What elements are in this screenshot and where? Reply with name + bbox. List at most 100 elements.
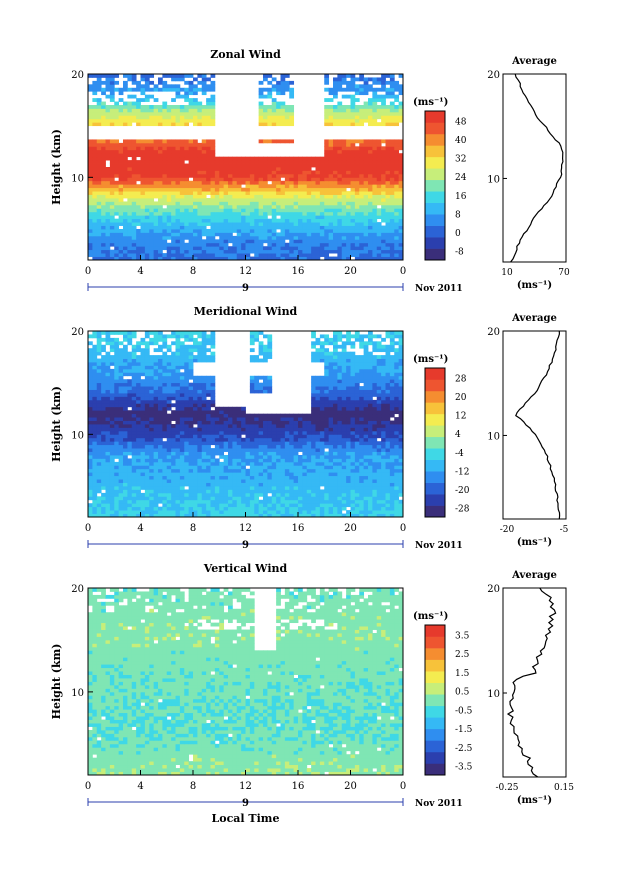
heatmap-cell	[293, 177, 299, 182]
heatmap-cell	[210, 163, 216, 168]
heatmap-cell	[158, 492, 163, 497]
heatmap-cell	[341, 506, 347, 511]
heatmap-cell	[171, 115, 176, 120]
heatmap-cell	[101, 115, 106, 120]
heatmap-cell	[153, 170, 159, 175]
heatmap-cell	[368, 482, 373, 487]
heatmap-cell	[398, 108, 404, 113]
heatmap-cell	[350, 156, 356, 161]
heatmap-cell	[101, 163, 106, 168]
heatmap-cell	[232, 191, 238, 195]
colorbar-tick-label: 16	[455, 192, 467, 202]
colorbar-segment	[425, 122, 445, 135]
heatmap-cell	[123, 167, 128, 171]
x-tick-label: 0	[85, 266, 91, 277]
heatmap-cell	[144, 448, 150, 452]
heatmap-cell	[88, 489, 93, 494]
heatmap-cell	[337, 235, 343, 240]
heatmap-cell	[166, 191, 172, 195]
heatmap-cell	[359, 455, 365, 459]
heatmap-cell	[280, 122, 286, 127]
heatmap-cell	[249, 173, 255, 178]
heatmap-cell	[324, 163, 330, 168]
heatmap-cell	[101, 211, 106, 216]
heatmap-cell	[179, 201, 185, 206]
heatmap-cell	[381, 461, 386, 466]
heatmap-cell	[306, 486, 312, 490]
heatmap-cell	[144, 253, 150, 257]
heatmap-cell	[263, 184, 268, 189]
heatmap-cell	[153, 496, 159, 501]
heatmap-cell	[210, 74, 216, 78]
heatmap-cell	[166, 229, 172, 233]
heatmap-cell	[223, 187, 229, 192]
heatmap-cell	[346, 198, 351, 202]
heatmap-cell	[88, 204, 93, 209]
heatmap-cell	[144, 492, 150, 497]
heatmap-cell	[381, 492, 386, 497]
heatmap-cell	[214, 513, 220, 518]
heatmap-cell	[346, 246, 351, 251]
heatmap-cell	[123, 201, 128, 206]
heatmap-cell	[319, 461, 325, 466]
heatmap-cell	[206, 458, 211, 463]
heatmap-cell	[346, 424, 351, 428]
heatmap-cell	[368, 98, 373, 102]
heatmap-cell	[315, 191, 321, 195]
heatmap-cell	[354, 503, 360, 508]
heatmap-cell	[271, 256, 277, 261]
heatmap-cell	[197, 80, 203, 85]
heatmap-cell	[158, 191, 163, 195]
heatmap-cell	[214, 499, 220, 504]
heatmap-cell	[319, 482, 325, 487]
heatmap-cell	[210, 461, 216, 466]
heatmap-cell	[197, 191, 203, 195]
heatmap-cell	[298, 170, 303, 175]
heatmap-cell	[166, 208, 172, 213]
heatmap-cell	[158, 472, 163, 477]
heatmap-cell	[101, 139, 106, 144]
heatmap-cell	[258, 211, 264, 216]
heatmap-cell	[333, 444, 338, 449]
heatmap-cell	[376, 170, 382, 175]
heatmap-cell	[175, 496, 181, 501]
heatmap-cell	[232, 160, 238, 164]
heatmap-cell	[306, 496, 312, 501]
heatmap-cell	[118, 420, 124, 425]
heatmap-cell	[350, 84, 356, 89]
heatmap-cell	[258, 111, 264, 116]
heatmap-cell	[249, 211, 255, 216]
heatmap-cell	[193, 256, 198, 261]
heatmap-cell	[350, 177, 356, 182]
heatmap-cell	[114, 201, 120, 206]
heatmap-cell	[346, 513, 351, 518]
heatmap-cell	[394, 80, 400, 85]
heatmap-cell	[245, 420, 251, 425]
heatmap-cell	[214, 167, 220, 171]
heatmap-cell	[372, 455, 378, 459]
heatmap-cell	[263, 451, 268, 456]
heatmap-cell	[118, 198, 124, 202]
heatmap-cell	[88, 475, 93, 480]
heatmap-cell	[241, 194, 246, 199]
heatmap-cell	[267, 513, 273, 518]
heatmap-cell	[354, 513, 360, 518]
heatmap-cell	[223, 208, 229, 213]
heatmap-cell	[158, 208, 163, 213]
heatmap-cell	[232, 184, 238, 189]
heatmap-cell	[350, 489, 356, 494]
heatmap-cell	[201, 461, 207, 466]
heatmap-cell	[381, 249, 386, 254]
heatmap-cell	[136, 211, 141, 216]
heatmap-cell	[131, 486, 137, 490]
heatmap-cell	[254, 430, 260, 435]
heatmap-cell	[144, 191, 150, 195]
heatmap-cell	[201, 187, 207, 192]
heatmap-cell	[302, 246, 308, 251]
heatmap-cell	[149, 187, 155, 192]
heatmap-cell	[149, 142, 155, 147]
heatmap-cell	[101, 87, 106, 92]
heatmap-cell	[363, 208, 369, 213]
heatmap-cell	[245, 249, 251, 254]
